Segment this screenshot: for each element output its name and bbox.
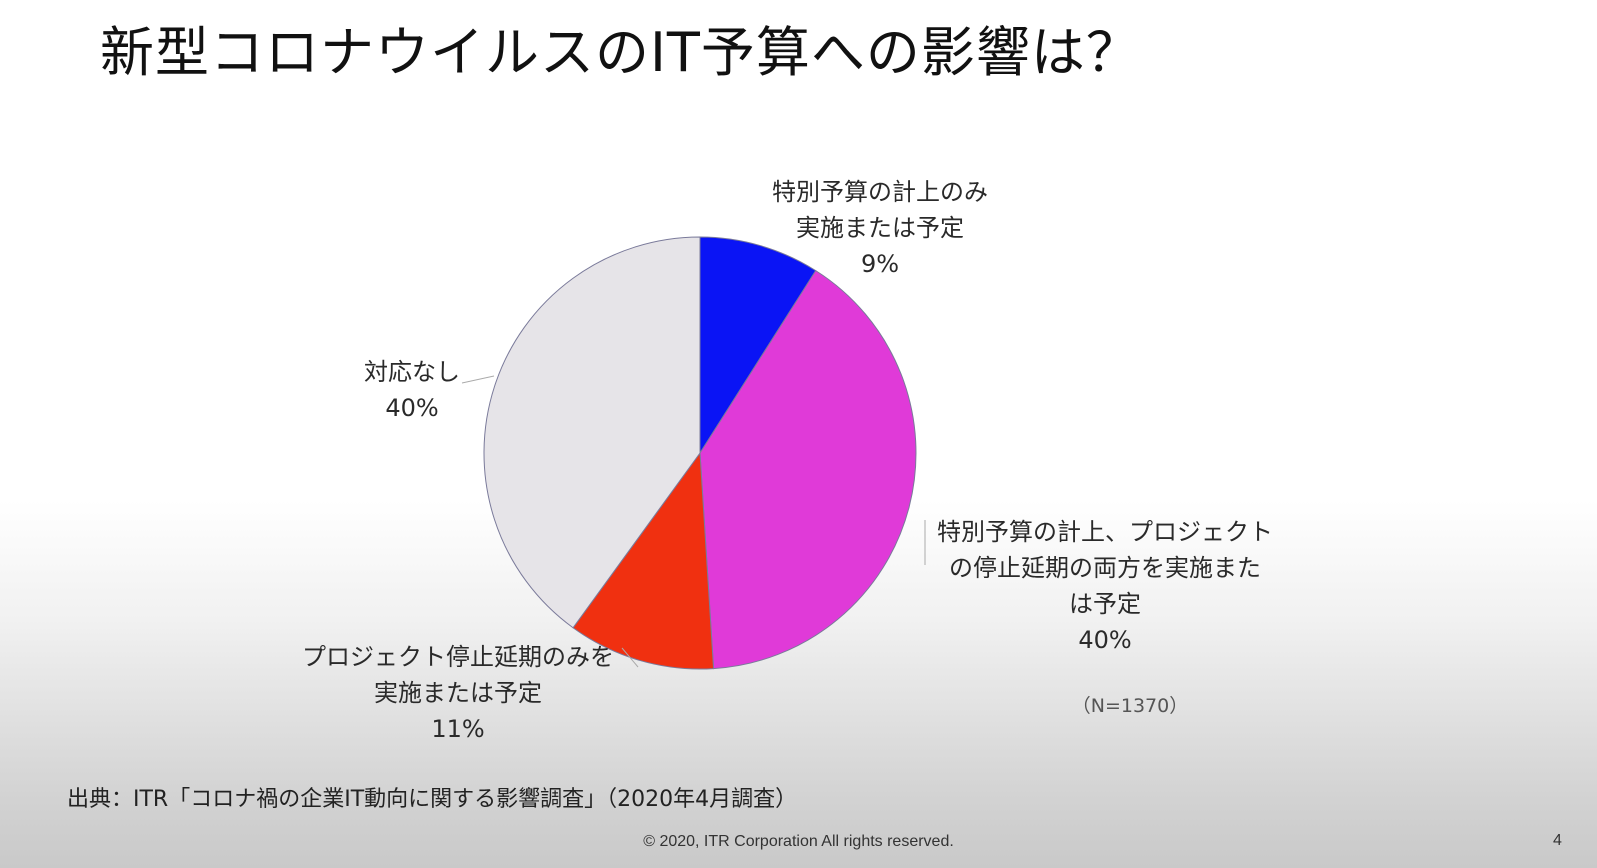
pie-slice-2: [699, 269, 917, 670]
pie-slice-1: [699, 236, 817, 455]
pie-slice-4: [483, 236, 701, 629]
page-number: 4: [1553, 832, 1562, 849]
slice-category-label-4: 対応なし: [364, 358, 460, 386]
slice-category-label-1: 特別予算の計上のみ: [772, 178, 988, 206]
leader-line-4: [461, 375, 495, 384]
slice-value-label-4: 40%: [385, 394, 438, 422]
slice-value-label-3: 11%: [431, 715, 484, 743]
pie-slice-3: [572, 451, 715, 670]
slice-value-label-1: 9%: [861, 250, 899, 278]
slice-category-label-3: プロジェクト停止延期のみを: [302, 643, 614, 671]
slice-category-label-1: 実施または予定: [796, 214, 964, 242]
leader-line-3: [621, 647, 639, 668]
copyright-notice: © 2020, ITR Corporation All rights reser…: [643, 833, 954, 850]
slice-category-label-2: 特別予算の計上、プロジェクト: [937, 518, 1273, 546]
slice-category-label-2: は予定: [1069, 590, 1141, 618]
source-citation: 出典：ITR「コロナ禍の企業IT動向に関する影響調査」（2020年4月調査）: [67, 787, 798, 812]
slice-value-label-2: 40%: [1078, 626, 1131, 654]
slice-category-label-3: 実施または予定: [374, 679, 542, 707]
slide-title: 新型コロナウイルスのIT予算への影響は？: [100, 21, 1141, 84]
slice-category-label-2: の停止延期の両方を実施また: [949, 554, 1261, 582]
sample-size-note: （N=1370）: [1072, 695, 1189, 717]
